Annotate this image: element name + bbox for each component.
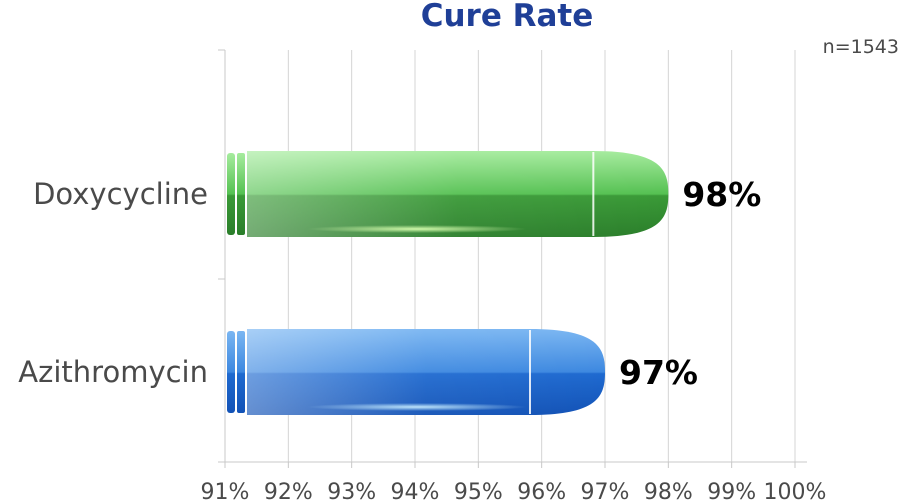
- x-tick-labels: 91% 92% 93% 94% 95% 96% 97% 98% 99% 100%: [201, 480, 827, 501]
- x-tick-label: 96%: [517, 480, 566, 501]
- value-label: 97%: [619, 353, 698, 392]
- bar-azithromycin: [227, 329, 605, 415]
- x-tick-label: 94%: [391, 480, 440, 501]
- bar-shine: [247, 151, 669, 237]
- x-tick-label: 91%: [201, 480, 250, 501]
- grid-lines: [224, 50, 796, 462]
- bar-glow: [307, 403, 527, 411]
- x-tick-label: 97%: [581, 480, 630, 501]
- bar-stripe: [227, 331, 235, 413]
- value-label: 98%: [682, 175, 761, 214]
- bars: [227, 151, 669, 415]
- bar-glow: [307, 225, 527, 233]
- value-labels: 98% 97%: [619, 175, 761, 392]
- x-tick-label: 98%: [644, 480, 693, 501]
- category-label: Doxycycline: [33, 177, 208, 211]
- bar-doxycycline: [227, 151, 669, 237]
- sample-size-label: n=1543: [823, 36, 899, 58]
- x-tick-label: 99%: [707, 480, 756, 501]
- x-tick-label: 95%: [454, 480, 503, 501]
- x-tick-label: 100%: [764, 480, 827, 501]
- chart-title: Cure Rate: [421, 0, 594, 34]
- bar-stripe: [237, 331, 245, 413]
- category-labels: Doxycycline Azithromycin: [18, 177, 208, 389]
- axes: [218, 49, 807, 468]
- bar-stripe: [227, 153, 235, 235]
- category-label: Azithromycin: [18, 355, 208, 389]
- x-tick-label: 92%: [264, 480, 313, 501]
- bar-shine: [247, 329, 605, 415]
- x-tick-label: 93%: [327, 480, 376, 501]
- bar-stripe: [237, 153, 245, 235]
